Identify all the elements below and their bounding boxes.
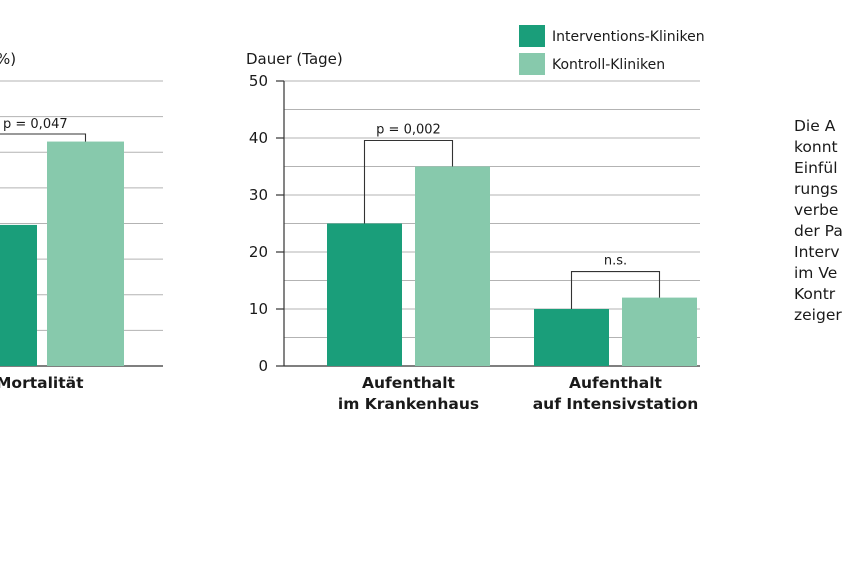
significance-label: p = 0,047 (3, 117, 68, 132)
legend-label: Kontroll-Kliniken (552, 57, 665, 73)
bar (622, 297, 697, 366)
side-text-line: im Ve (794, 264, 838, 282)
side-text-line: Einfül (794, 159, 838, 177)
side-text-line: zeiger (794, 306, 842, 324)
y-axis-label: Dauer (Tage) (246, 50, 343, 68)
category-label: auf Intensivstation (533, 395, 699, 413)
significance-label: p = 0,002 (376, 123, 441, 138)
side-text-line: Die A (794, 117, 836, 135)
category-label: Mortalität (0, 374, 84, 392)
y-tick-label: 40 (249, 129, 268, 147)
y-tick-label: 0 (258, 357, 268, 375)
side-caption-text: Die A konnt Einfül rungs verbe der Pa In… (794, 116, 850, 326)
bar (47, 141, 124, 366)
y-tick-label: 30 (249, 186, 268, 204)
side-text-line: der Pa (794, 222, 843, 240)
y-tick-label: 50 (249, 72, 268, 90)
legend-swatch (519, 25, 545, 47)
legend-swatch (519, 53, 545, 75)
y-tick-label: 10 (249, 300, 268, 318)
bar (534, 309, 609, 366)
side-text-line: konnt (794, 138, 838, 156)
significance-bracket (363, 139, 454, 224)
significance-bracket (0, 133, 87, 142)
y-axis-label: %) (0, 50, 16, 68)
side-text-line: rungs (794, 180, 838, 198)
side-text-line: verbe (794, 201, 839, 219)
category-label: Aufenthalt (569, 374, 663, 392)
side-text-line: Kontr (794, 285, 836, 303)
category-label: Aufenthalt (362, 374, 456, 392)
category-label: im Krankenhaus (338, 395, 479, 413)
bar (0, 224, 37, 366)
bar (327, 223, 402, 366)
bar (415, 166, 490, 366)
significance-label: n.s. (604, 254, 627, 269)
significance-bracket (570, 271, 661, 309)
y-tick-label: 20 (249, 243, 268, 261)
legend-label: Interventions-Kliniken (552, 29, 705, 45)
side-text-line: Interv (794, 243, 840, 261)
